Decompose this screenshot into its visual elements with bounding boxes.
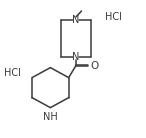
Text: HCl: HCl bbox=[4, 68, 21, 78]
Text: O: O bbox=[91, 61, 99, 71]
Text: N: N bbox=[72, 52, 80, 62]
Text: HCl: HCl bbox=[105, 12, 122, 22]
Text: NH: NH bbox=[43, 112, 58, 122]
Text: N: N bbox=[72, 15, 80, 25]
